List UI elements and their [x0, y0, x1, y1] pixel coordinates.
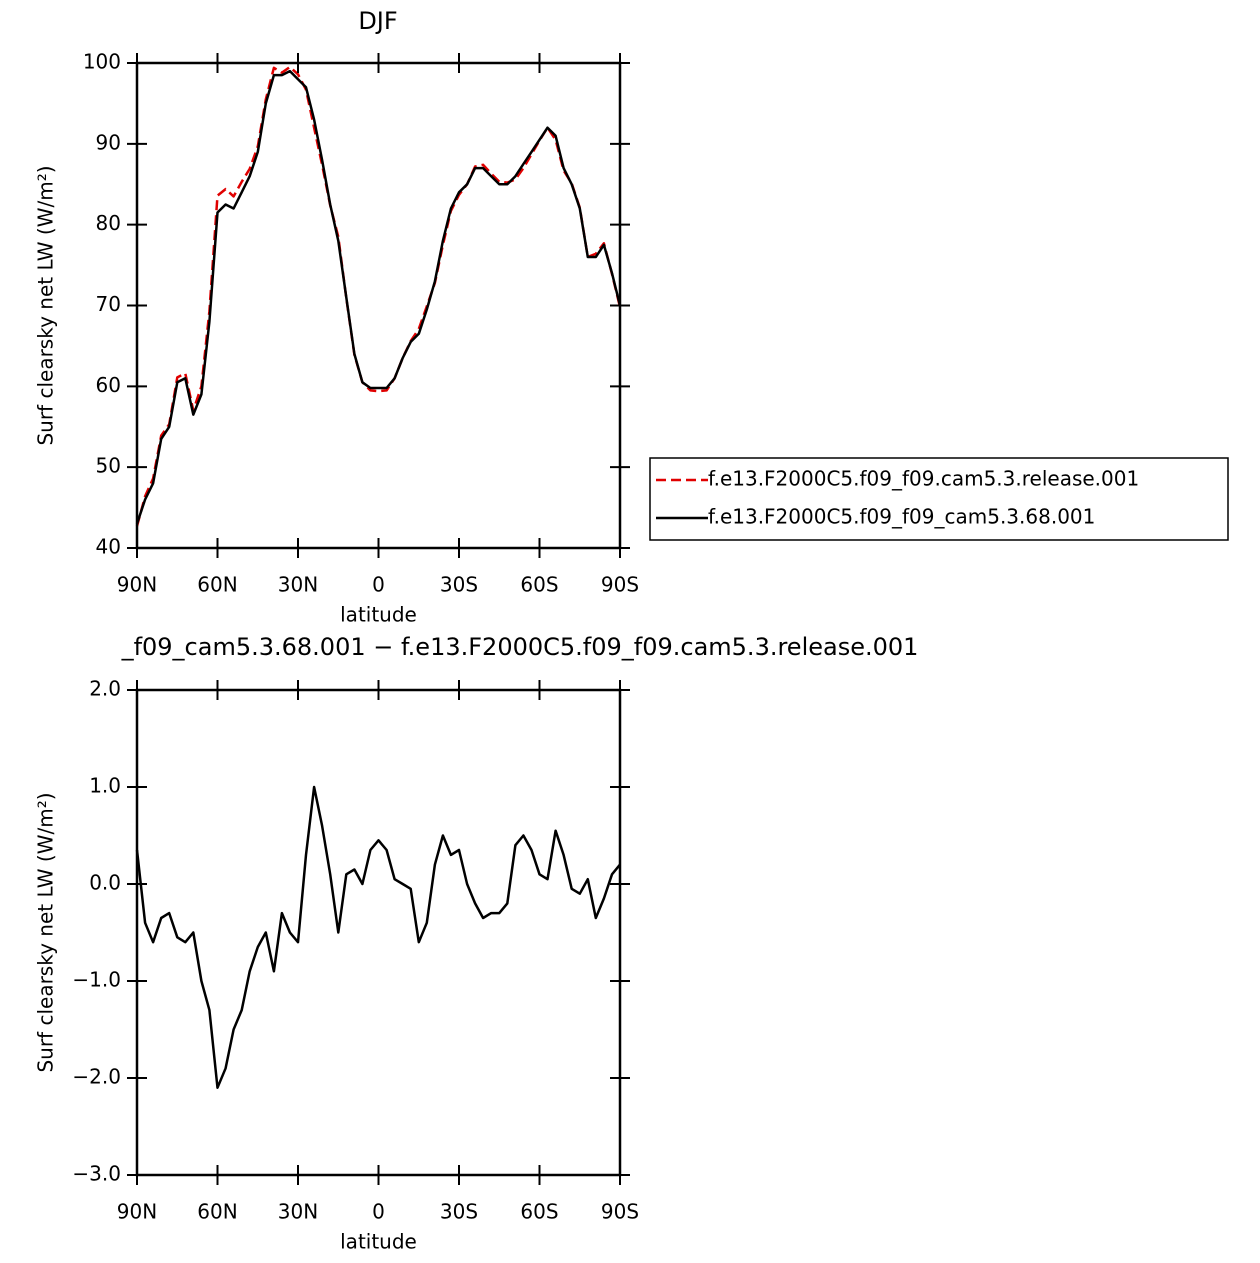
y-axis-label: Surf clearsky net LW (W/m²) — [34, 165, 58, 445]
x-tick-label: 30N — [278, 1200, 318, 1224]
x-tick-label: 60S — [520, 573, 558, 597]
data-line — [135, 69, 622, 525]
x-tick-label: 30N — [278, 573, 318, 597]
y-axis-label: Surf clearsky net LW (W/m²) — [34, 792, 58, 1072]
x-axis-label: latitude — [340, 603, 417, 627]
data-line — [135, 785, 621, 1089]
plot-frame — [135, 61, 622, 550]
x-tick-label: 90S — [601, 573, 639, 597]
y-tick-label: 60 — [96, 373, 121, 397]
y-tick-label: −3.0 — [72, 1162, 121, 1186]
data-line — [135, 65, 622, 527]
plot-frame — [135, 688, 622, 1177]
y-tick-label: 70 — [96, 292, 121, 316]
x-tick-label: 0 — [372, 1200, 385, 1224]
legend-box — [649, 457, 1229, 541]
chart-title: DJF — [358, 7, 397, 35]
legend-label: f.e13.F2000C5.f09_f09_cam5.3.68.001 — [708, 505, 1095, 529]
x-axis-label: latitude — [340, 1230, 417, 1254]
x-tick-label: 90N — [117, 573, 157, 597]
y-tick-label: 1.0 — [89, 774, 121, 798]
y-tick-label: 0.0 — [89, 871, 121, 895]
x-tick-label: 0 — [372, 573, 385, 597]
x-tick-label: 30S — [440, 573, 478, 597]
x-tick-label: 60S — [520, 1200, 558, 1224]
x-tick-label: 90S — [601, 1200, 639, 1224]
chart-title: _f09_cam5.3.68.001 − f.e13.F2000C5.f09_f… — [121, 633, 919, 661]
y-tick-label: −1.0 — [72, 968, 121, 992]
y-tick-label: 90 — [96, 130, 121, 154]
y-tick-label: −2.0 — [72, 1065, 121, 1089]
x-tick-label: 90N — [117, 1200, 157, 1224]
y-tick-label: 50 — [96, 454, 121, 478]
y-tick-label: 80 — [96, 211, 121, 235]
x-tick-label: 60N — [197, 573, 237, 597]
x-tick-label: 60N — [197, 1200, 237, 1224]
legend-label: f.e13.F2000C5.f09_f09.cam5.3.release.001 — [708, 467, 1139, 491]
y-tick-label: 100 — [83, 50, 121, 74]
x-tick-label: 30S — [440, 1200, 478, 1224]
y-tick-label: 2.0 — [89, 677, 121, 701]
y-tick-label: 40 — [96, 535, 121, 559]
